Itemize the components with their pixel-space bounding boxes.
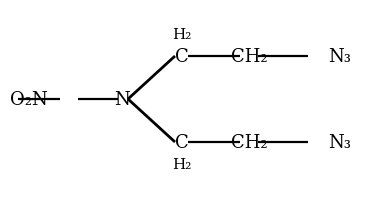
Text: C: C [175,133,189,151]
Text: N: N [114,91,130,108]
Text: C: C [175,48,189,66]
Text: CH₂: CH₂ [231,48,267,66]
Text: N₃: N₃ [329,48,351,66]
Text: H₂: H₂ [172,157,192,171]
Text: CH₂: CH₂ [231,133,267,151]
Text: N₃: N₃ [329,133,351,151]
Text: H₂: H₂ [172,28,192,42]
Text: O₂N: O₂N [10,91,48,108]
